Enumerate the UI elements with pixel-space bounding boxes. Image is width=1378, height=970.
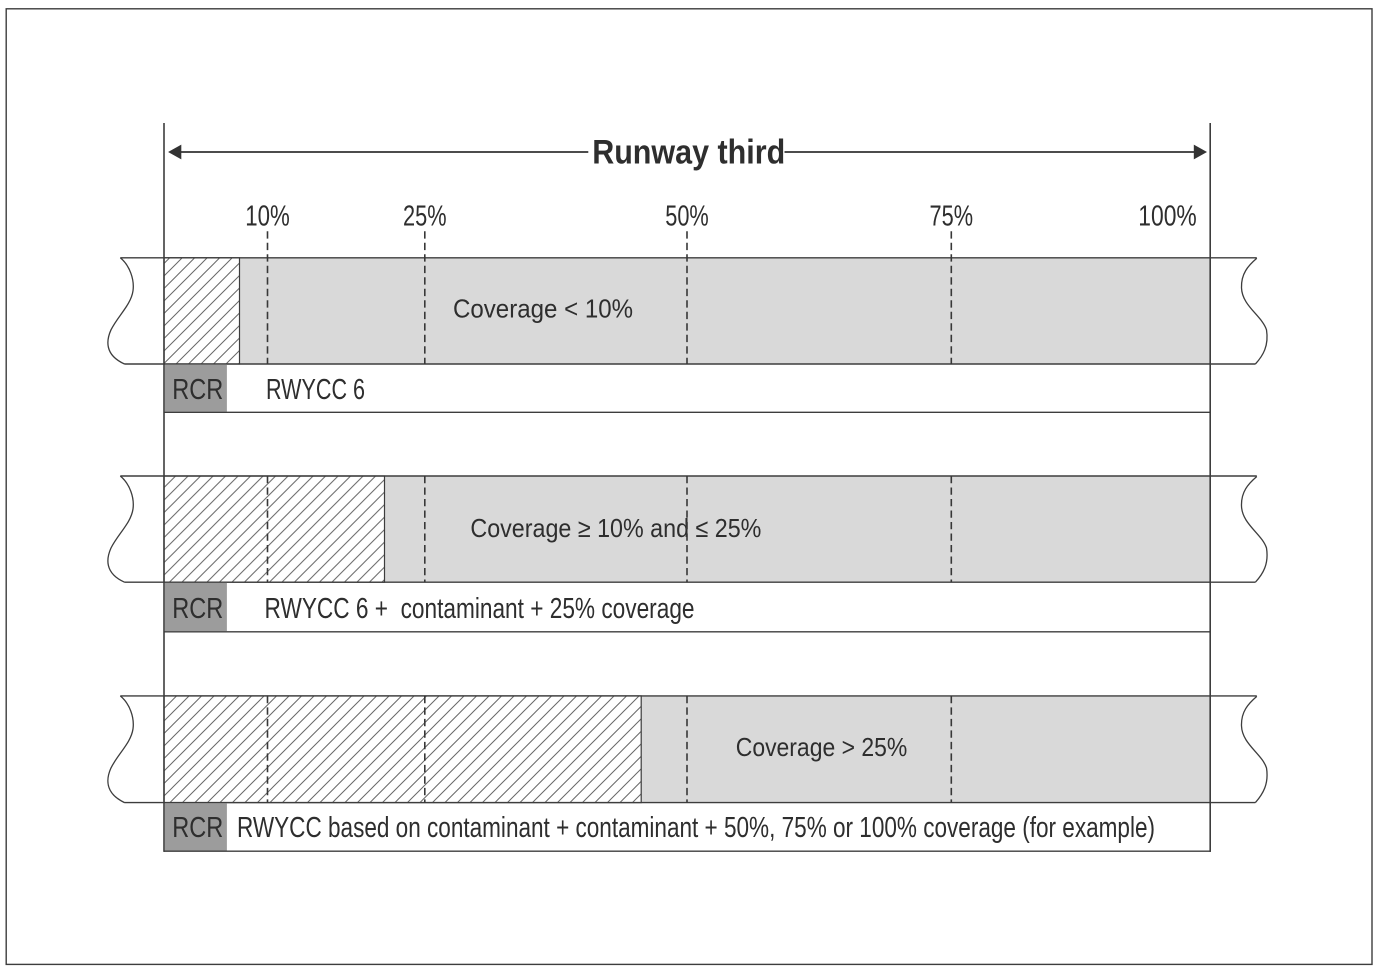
- svg-text:100%: 100%: [1138, 200, 1197, 232]
- svg-text:RCR: RCR: [172, 374, 223, 406]
- svg-text:RCR: RCR: [172, 812, 223, 844]
- svg-text:50%: 50%: [665, 200, 709, 232]
- svg-text:RWYCC 6: RWYCC 6: [266, 374, 365, 406]
- svg-text:Coverage ≥ 10% and ≤ 25%: Coverage ≥ 10% and ≤ 25%: [470, 513, 761, 543]
- svg-text:RWYCC based on contaminant + c: RWYCC based on contaminant + contaminant…: [237, 812, 1155, 844]
- svg-text:RWYCC 6 + contaminant + 25% c: RWYCC 6 + contaminant + 25% coverage: [265, 593, 695, 625]
- svg-text:10%: 10%: [245, 200, 290, 232]
- svg-text:Runway third: Runway third: [592, 134, 785, 172]
- svg-text:Coverage < 10%: Coverage < 10%: [453, 293, 633, 323]
- svg-text:Coverage > 25%: Coverage > 25%: [736, 732, 908, 762]
- svg-text:75%: 75%: [930, 200, 974, 232]
- svg-text:RCR: RCR: [172, 593, 223, 625]
- svg-text:25%: 25%: [403, 200, 447, 232]
